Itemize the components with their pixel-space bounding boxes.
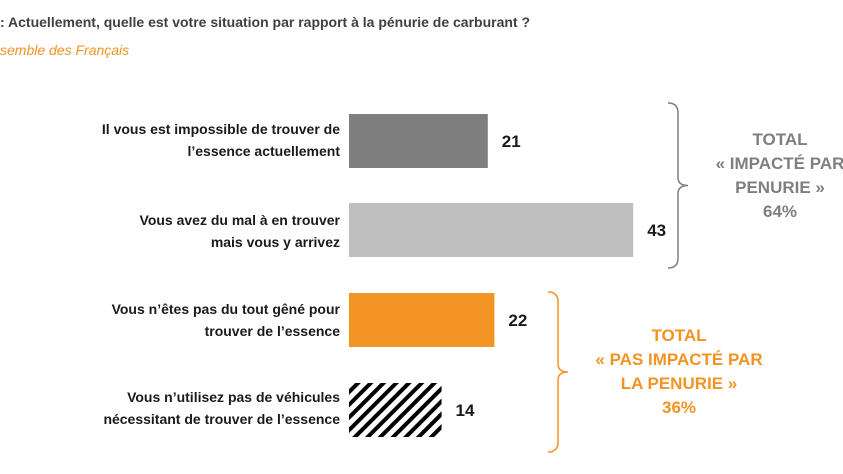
bar-difficile: [349, 203, 634, 257]
total-not-impacted-line: « PAS IMPACTÉ PAR: [595, 350, 763, 369]
bars-group: [349, 114, 634, 437]
bar-impossible: [349, 114, 488, 168]
category-label-difficile: Vous avez du mal à en trouver mais vous …: [40, 209, 340, 253]
category-label-pas-gene: Vous n’êtes pas du tout gêné pour trouve…: [40, 298, 340, 342]
category-label-line: l’essence actuellement: [187, 143, 340, 159]
total-impacted-value: 64%: [762, 202, 798, 221]
total-not-impacted: TOTAL « PAS IMPACTÉ PAR LA PENURIE » 36%: [574, 324, 784, 420]
total-impacted-line: TOTAL: [752, 130, 808, 149]
survey-question: : Actuellement, quelle est votre situati…: [0, 14, 531, 30]
value-label: 43: [647, 221, 666, 240]
category-label-sans-vehicule: Vous n’utilisez pas de véhicules nécessi…: [40, 386, 340, 430]
total-impacted-line: « IMPACTÉ PAR: [715, 154, 843, 173]
group-brackets: [547, 102, 689, 453]
category-label-line: Vous n’êtes pas du tout gêné pour: [111, 301, 340, 317]
category-label-line: trouver de l’essence: [204, 323, 340, 339]
bracket-impacted: [667, 102, 689, 269]
value-label: 22: [508, 311, 527, 330]
bar-pas-gene: [349, 293, 495, 347]
total-not-impacted-line: LA PENURIE »: [620, 374, 738, 393]
category-label-line: Vous avez du mal à en trouver: [139, 212, 340, 228]
total-not-impacted-value: 36%: [661, 398, 697, 417]
population-label: semble des Français: [0, 42, 130, 58]
category-label-line: nécessitant de trouver de l’essence: [103, 411, 340, 427]
category-label-line: Il vous est impossible de trouver de: [101, 121, 340, 137]
category-label-line: mais vous y arrivez: [210, 234, 340, 250]
bar-sans-vehicule: [349, 383, 442, 437]
value-label: 21: [502, 132, 521, 151]
value-label: 14: [456, 401, 475, 420]
category-label-line: Vous n’utilisez pas de véhicules: [127, 389, 340, 405]
category-label-impossible: Il vous est impossible de trouver de l’e…: [40, 118, 340, 162]
total-impacted-line: PENURIE »: [735, 178, 825, 197]
value-labels-group: 21 43 22 14: [456, 132, 667, 420]
bracket-not-impacted: [547, 291, 569, 453]
total-not-impacted-line: TOTAL: [651, 326, 707, 345]
total-impacted: TOTAL « IMPACTÉ PAR PENURIE » 64%: [690, 128, 843, 224]
